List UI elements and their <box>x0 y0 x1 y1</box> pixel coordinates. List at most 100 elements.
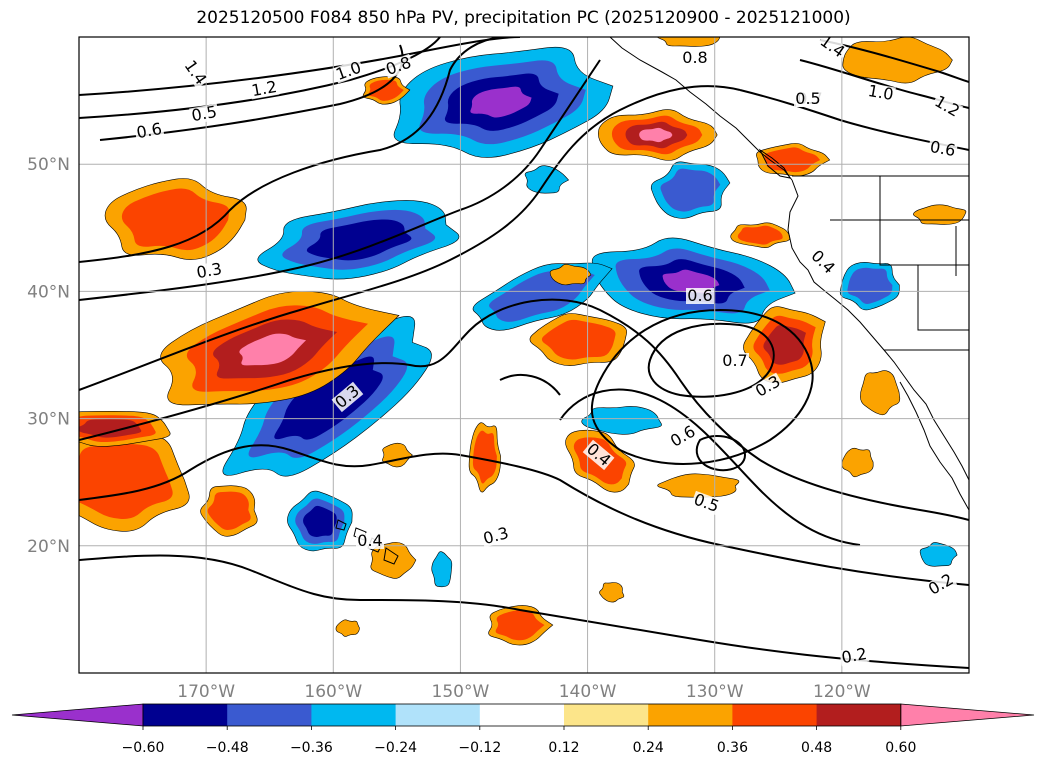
lon-tick-label: 120°W <box>813 682 871 702</box>
colorbar-extend-low <box>11 703 144 727</box>
island-hawaii-1 <box>335 519 347 531</box>
lon-tick-label: 130°W <box>686 682 744 702</box>
contour-label: 0.4 <box>356 531 384 550</box>
colorbar-tick-label: 0.24 <box>633 740 664 756</box>
svg-text:0.5: 0.5 <box>795 89 820 108</box>
precip-area-navy <box>303 505 337 538</box>
lat-tick-label: 30°N <box>27 410 70 430</box>
pv-contour <box>739 89 969 151</box>
pv-contour <box>79 85 741 391</box>
contour-label: 0.5 <box>189 102 220 125</box>
svg-text:0.8: 0.8 <box>682 48 707 67</box>
contour-label: 0.6 <box>134 119 165 142</box>
pv-contour <box>695 435 747 472</box>
lon-tick-label: 160°W <box>304 682 362 702</box>
contour-label: 0.3 <box>194 259 225 282</box>
coastline-north-america <box>335 37 969 565</box>
pv-contour <box>79 37 501 263</box>
contour-label: 0.5 <box>794 89 822 108</box>
precip-area-red <box>495 610 545 641</box>
colorbar-extend-high <box>900 703 1035 727</box>
colorbar-segment <box>564 704 649 726</box>
pv-contour <box>499 374 561 396</box>
lon-tick-label: 150°W <box>432 682 490 702</box>
colorbar-tick-label: 0.36 <box>717 740 748 756</box>
svg-text:0.6: 0.6 <box>135 119 163 142</box>
svg-text:0.6: 0.6 <box>687 286 712 305</box>
latitude-labels: 20°N 30°N 40°N 50°N <box>27 155 70 557</box>
colorbar: −0.60 −0.48 −0.36 −0.24 −0.12 0.12 0.24 0.36 0.4… <box>11 703 1035 756</box>
lat-tick-label: 40°N <box>27 282 70 302</box>
precip-area-cyan <box>581 406 662 435</box>
svg-text:1.2: 1.2 <box>250 77 278 100</box>
colorbar-segment <box>395 704 481 726</box>
precip-area-royal <box>660 168 721 212</box>
colorbar-tick-label: −0.48 <box>206 740 249 756</box>
svg-text:0.2: 0.2 <box>840 644 868 667</box>
state-border-1 <box>879 176 969 266</box>
colorbar-tick-label: −0.60 <box>122 740 165 756</box>
precip-area-red <box>79 443 173 520</box>
precip-area-orange <box>599 582 625 603</box>
contour-label: 1.0 <box>865 81 896 104</box>
pv-contour <box>559 388 861 546</box>
pv-contour <box>590 308 814 465</box>
precip-area-royal <box>847 267 893 304</box>
precip-area-orange <box>657 473 740 498</box>
colorbar-segment <box>648 704 733 726</box>
svg-text:0.3: 0.3 <box>195 259 223 282</box>
pv-contour <box>79 554 969 669</box>
precip-area-orange <box>549 264 592 286</box>
precip-area-red <box>541 319 616 360</box>
colorbar-tick-label: −0.12 <box>458 740 501 756</box>
colorbar-segment <box>732 704 818 726</box>
coastline-alaska <box>609 37 793 181</box>
precip-area-cyan <box>919 542 958 567</box>
svg-text:0.7: 0.7 <box>722 351 747 370</box>
precip-area-pink <box>639 127 673 143</box>
svg-text:1.0: 1.0 <box>867 81 895 104</box>
precip-area-red <box>368 79 404 101</box>
colorbar-segment <box>311 704 397 726</box>
colorbar-tick-label: −0.24 <box>374 740 417 756</box>
pv-contour <box>819 39 969 83</box>
coastline-pacific-nw <box>787 179 969 481</box>
precip-area-orange <box>370 541 417 579</box>
island-hawaii-4 <box>383 547 399 565</box>
svg-text:0.4: 0.4 <box>357 531 382 550</box>
precip-area-red <box>121 188 230 251</box>
precip-area-red <box>207 491 251 530</box>
state-border-2 <box>917 265 969 331</box>
coastline-baja <box>899 381 969 511</box>
contour-label: 0.6 <box>686 286 714 305</box>
map-frame <box>78 36 970 674</box>
colorbar-tick-label: 0.48 <box>801 740 832 756</box>
colorbar-segment <box>479 704 565 726</box>
contour-label: 0.6 <box>927 137 958 160</box>
precip-area-red <box>472 430 497 484</box>
pv-contour <box>79 37 441 119</box>
contour-label: 0.7 <box>721 351 749 370</box>
colorbar-segment <box>227 704 312 726</box>
pv-contour <box>79 444 969 586</box>
pv-contour <box>79 59 601 301</box>
svg-text:0.5: 0.5 <box>190 102 218 125</box>
contour-label: 0.2 <box>839 644 870 667</box>
precip-area-orange <box>860 370 901 416</box>
precip-area-purple <box>470 86 532 118</box>
precip-area-darkred <box>79 419 142 438</box>
lon-tick-label: 170°W <box>177 682 235 702</box>
precip-area-cyan <box>431 551 453 588</box>
precip-area-pink <box>239 333 307 366</box>
map-content: 1.41.21.00.80.60.50.30.80.71.01.21.40.60… <box>79 37 969 673</box>
contour-label: 0.8 <box>681 48 709 67</box>
map-title: 2025120500 F084 850 hPa PV, precipitatio… <box>196 8 851 28</box>
pv-contour <box>647 322 775 398</box>
colorbar-segment <box>143 704 228 726</box>
precip-area-red <box>737 225 783 245</box>
lat-tick-label: 50°N <box>27 155 70 175</box>
graticule <box>79 37 969 673</box>
longitude-labels: 170°W 160°W 150°W 140°W 130°W 120°W <box>177 682 871 702</box>
colorbar-segment <box>816 704 902 726</box>
